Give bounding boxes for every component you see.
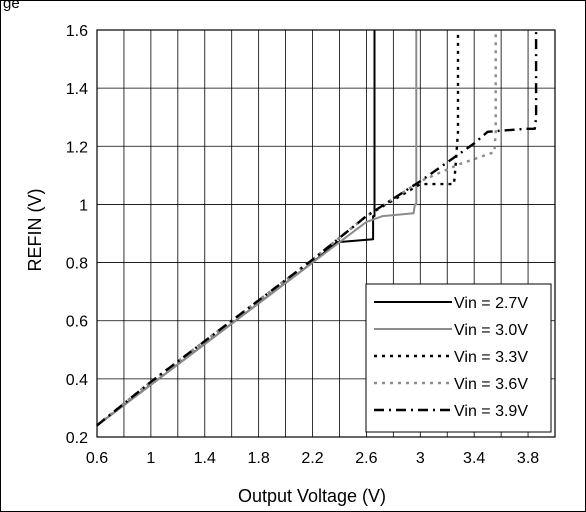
y-tick-label: 1 <box>79 197 88 214</box>
legend-label: Vin = 3.3V <box>454 349 528 366</box>
x-tick-label: 1.4 <box>194 450 216 467</box>
x-tick-label: 1.8 <box>248 450 270 467</box>
x-tick-label: 3.4 <box>463 450 485 467</box>
y-tick-label: 0.2 <box>66 430 88 447</box>
y-tick-label: 0.6 <box>66 314 88 331</box>
x-tick-label: 1 <box>146 450 155 467</box>
y-tick-label: 1.6 <box>66 23 88 40</box>
y-axis-title: REFIN (V) <box>25 189 45 272</box>
legend-label: Vin = 3.9V <box>454 403 528 420</box>
y-tick-label: 1.4 <box>66 81 88 98</box>
y-tick-label: 0.4 <box>66 372 88 389</box>
legend-label: Vin = 3.0V <box>454 322 528 339</box>
series-line-2 <box>96 30 418 427</box>
legend-box <box>365 283 552 433</box>
legend-label: Vin = 2.7V <box>454 295 528 312</box>
cropped-caption: ge <box>3 0 20 12</box>
plot-area-border <box>96 29 556 438</box>
x-tick-label: 3.8 <box>517 450 539 467</box>
x-axis-title: Output Voltage (V) <box>238 486 386 506</box>
x-tick-labels: 0.6 1 1.4 1.8 2.2 2.6 3 3.4 3.8 <box>86 450 539 467</box>
x-tick-label: 3 <box>416 450 425 467</box>
y-tick-labels: 0.2 0.4 0.6 0.8 1 1.2 1.4 1.6 <box>66 23 88 447</box>
legend-label: Vin = 3.6V <box>454 376 528 393</box>
y-tick-label: 0.8 <box>66 256 88 273</box>
series-line-5 <box>96 30 538 427</box>
x-tick-label: 2.6 <box>355 450 377 467</box>
legend: Vin = 2.7V Vin = 3.0V Vin = 3.3V Vin = 3.6V… <box>365 283 552 433</box>
x-tick-label: 2.2 <box>301 450 323 467</box>
series-line-1 <box>96 30 376 427</box>
x-tick-label: 0.6 <box>86 450 108 467</box>
series-lines <box>96 30 538 427</box>
y-tick-label: 1.2 <box>66 139 88 156</box>
